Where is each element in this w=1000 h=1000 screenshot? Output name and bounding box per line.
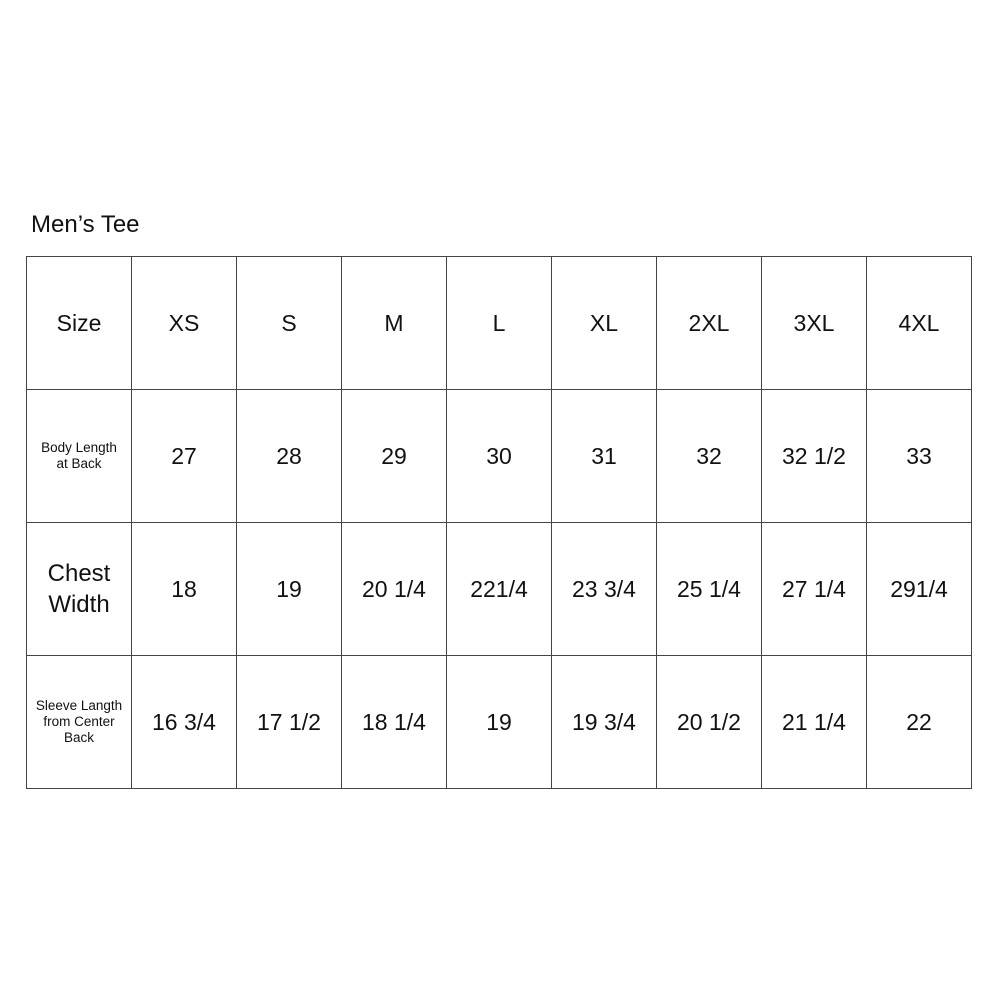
table-cell: 33 xyxy=(866,389,972,523)
table-cell: 18 1/4 xyxy=(341,655,447,789)
row-label-line: Body Length xyxy=(41,440,117,455)
table-cell: 30 xyxy=(446,389,552,523)
table-cell: 18 xyxy=(131,522,237,656)
table-cell: 19 xyxy=(236,522,342,656)
header-size-3xl: 3XL xyxy=(761,256,867,390)
table-cell: 19 xyxy=(446,655,552,789)
table-cell: 25 1/4 xyxy=(656,522,762,656)
header-size-s: S xyxy=(236,256,342,390)
table-row: Chest Width 18 19 20 1/4 221/4 23 3/4 25 1/4 27 … xyxy=(26,522,972,656)
page-title: Men’s Tee xyxy=(31,211,140,238)
table-cell: 27 1/4 xyxy=(761,522,867,656)
table-cell: 27 xyxy=(131,389,237,523)
row-label: Body Length at Back xyxy=(26,389,132,523)
header-size-4xl: 4XL xyxy=(866,256,972,390)
row-label-line: at Back xyxy=(56,456,102,471)
table-cell: 221/4 xyxy=(446,522,552,656)
table-cell: 20 1/4 xyxy=(341,522,447,656)
header-label-size: Size xyxy=(26,256,132,390)
table-cell: 16 3/4 xyxy=(131,655,237,789)
row-label-line: Chest xyxy=(47,560,111,587)
header-size-2xl: 2XL xyxy=(656,256,762,390)
table-cell: 32 1/2 xyxy=(761,389,867,523)
table-cell: 291/4 xyxy=(866,522,972,656)
table-cell: 17 1/2 xyxy=(236,655,342,789)
table-cell: 32 xyxy=(656,389,762,523)
row-label-line: Width xyxy=(48,591,110,618)
table-cell: 28 xyxy=(236,389,342,523)
table-cell: 23 3/4 xyxy=(551,522,657,656)
header-size-xl: XL xyxy=(551,256,657,390)
table-cell: 20 1/2 xyxy=(656,655,762,789)
header-row: Size XS S M L XL 2XL 3XL 4XL xyxy=(26,256,972,390)
table-cell: 22 xyxy=(866,655,972,789)
row-label-line: Back xyxy=(63,730,94,745)
table-cell: 29 xyxy=(341,389,447,523)
row-label: Sleeve Langth from Center Back xyxy=(26,655,132,789)
table-row: Body Length at Back 27 28 29 30 31 32 32 1/2 33 xyxy=(26,389,972,523)
header-size-m: M xyxy=(341,256,447,390)
row-label-line: from Center xyxy=(43,714,115,729)
row-label-line: Sleeve Langth xyxy=(35,698,123,713)
table-cell: 19 3/4 xyxy=(551,655,657,789)
size-chart-table: Size XS S M L XL 2XL 3XL 4XL Body Length at Back 27… xyxy=(26,256,972,789)
table-row: Sleeve Langth from Center Back 16 3/4 17 1/2… xyxy=(26,655,972,789)
table-cell: 21 1/4 xyxy=(761,655,867,789)
table-cell: 31 xyxy=(551,389,657,523)
header-size-l: L xyxy=(446,256,552,390)
header-size-xs: XS xyxy=(131,256,237,390)
row-label: Chest Width xyxy=(26,522,132,656)
